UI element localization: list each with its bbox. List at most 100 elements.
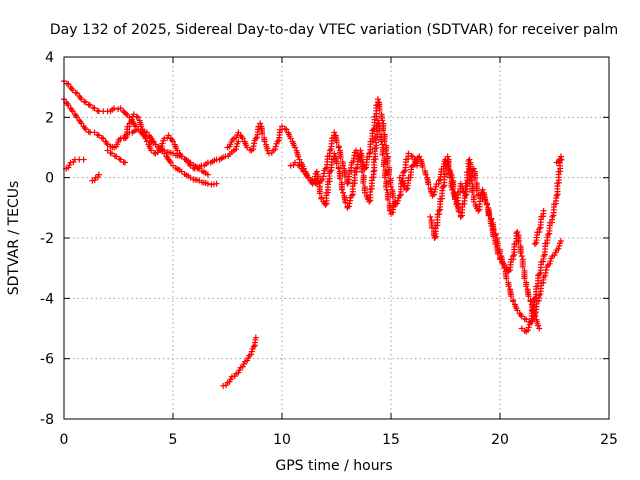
data-point bbox=[445, 163, 452, 170]
data-point bbox=[469, 189, 476, 196]
data-point bbox=[370, 168, 377, 175]
data-point bbox=[422, 171, 429, 178]
data-point bbox=[342, 173, 349, 180]
x-tick-label: 0 bbox=[60, 432, 69, 448]
data-point bbox=[239, 135, 246, 142]
y-tick-label: -6 bbox=[40, 352, 54, 368]
data-point bbox=[142, 135, 149, 142]
data-point bbox=[488, 222, 495, 229]
data-point bbox=[390, 194, 397, 201]
y-tick-label: -2 bbox=[40, 231, 54, 247]
data-point bbox=[316, 190, 323, 197]
data-point bbox=[495, 250, 502, 257]
data-point bbox=[466, 156, 473, 163]
data-point bbox=[338, 186, 345, 193]
data-point bbox=[366, 150, 373, 157]
y-axis-title: SDTVAR / TECUs bbox=[6, 181, 22, 296]
data-point bbox=[490, 233, 497, 240]
data-point bbox=[259, 130, 266, 137]
data-point bbox=[228, 373, 235, 380]
data-point bbox=[435, 177, 442, 184]
data-point bbox=[510, 298, 517, 305]
data-point bbox=[376, 127, 383, 134]
data-point bbox=[525, 293, 532, 300]
x-axis-title: GPS time / hours bbox=[275, 458, 392, 474]
data-point bbox=[335, 144, 342, 151]
data-point bbox=[384, 196, 391, 203]
data-point bbox=[380, 163, 387, 170]
data-point bbox=[555, 245, 562, 252]
data-point bbox=[121, 109, 128, 116]
data-point bbox=[531, 295, 538, 302]
data-point bbox=[122, 110, 129, 117]
data-point bbox=[257, 120, 264, 127]
data-point bbox=[111, 105, 118, 112]
data-point bbox=[122, 135, 129, 142]
data-point bbox=[340, 162, 347, 169]
data-point bbox=[425, 181, 432, 188]
data-point bbox=[360, 179, 367, 186]
data-point bbox=[492, 241, 499, 248]
data-point bbox=[523, 283, 530, 290]
axis-ticks bbox=[63, 56, 610, 420]
data-point bbox=[335, 165, 342, 172]
data-point bbox=[357, 147, 364, 154]
data-point bbox=[486, 211, 493, 218]
data-point bbox=[444, 153, 451, 160]
data-point bbox=[264, 147, 271, 154]
data-point bbox=[396, 192, 403, 199]
data-point bbox=[331, 129, 338, 136]
data-point bbox=[361, 189, 368, 196]
data-point bbox=[440, 183, 447, 190]
data-point bbox=[248, 351, 255, 358]
data-point bbox=[128, 119, 135, 126]
data-point bbox=[159, 140, 166, 147]
data-point bbox=[470, 198, 477, 205]
y-tick-label: -8 bbox=[40, 412, 54, 428]
data-point bbox=[505, 268, 512, 275]
data-point bbox=[457, 180, 464, 187]
data-point bbox=[536, 325, 543, 332]
data-point bbox=[468, 177, 475, 184]
y-tick-label: -4 bbox=[40, 291, 54, 307]
data-point bbox=[549, 213, 556, 220]
data-point bbox=[540, 207, 547, 214]
data-points bbox=[61, 78, 565, 389]
data-point bbox=[204, 180, 211, 187]
data-point bbox=[427, 213, 434, 220]
data-point bbox=[248, 348, 255, 355]
data-point bbox=[482, 198, 489, 205]
data-point bbox=[340, 189, 347, 196]
data-point bbox=[435, 207, 442, 214]
data-point bbox=[348, 192, 355, 199]
x-tick-label: 20 bbox=[491, 432, 509, 448]
data-point bbox=[359, 168, 366, 175]
data-point bbox=[158, 143, 165, 150]
data-point bbox=[466, 166, 473, 173]
grid bbox=[64, 57, 609, 419]
data-point bbox=[408, 163, 415, 170]
data-point bbox=[503, 275, 510, 282]
data-point bbox=[233, 143, 240, 150]
data-point bbox=[521, 275, 528, 282]
data-point bbox=[333, 160, 340, 167]
data-point bbox=[139, 126, 146, 133]
data-point bbox=[342, 199, 349, 206]
data-point bbox=[531, 241, 538, 248]
data-point bbox=[250, 343, 257, 350]
data-point bbox=[527, 298, 534, 305]
data-point bbox=[392, 198, 399, 205]
data-point bbox=[274, 138, 281, 145]
data-point bbox=[357, 157, 364, 164]
data-point bbox=[527, 319, 534, 326]
data-point bbox=[449, 186, 456, 193]
data-point bbox=[514, 228, 521, 235]
data-point bbox=[485, 212, 492, 219]
data-point bbox=[120, 107, 127, 114]
x-tick-label: 15 bbox=[382, 432, 400, 448]
data-point bbox=[67, 159, 74, 166]
data-point bbox=[558, 238, 565, 245]
data-point bbox=[409, 153, 416, 160]
data-point bbox=[535, 322, 542, 329]
